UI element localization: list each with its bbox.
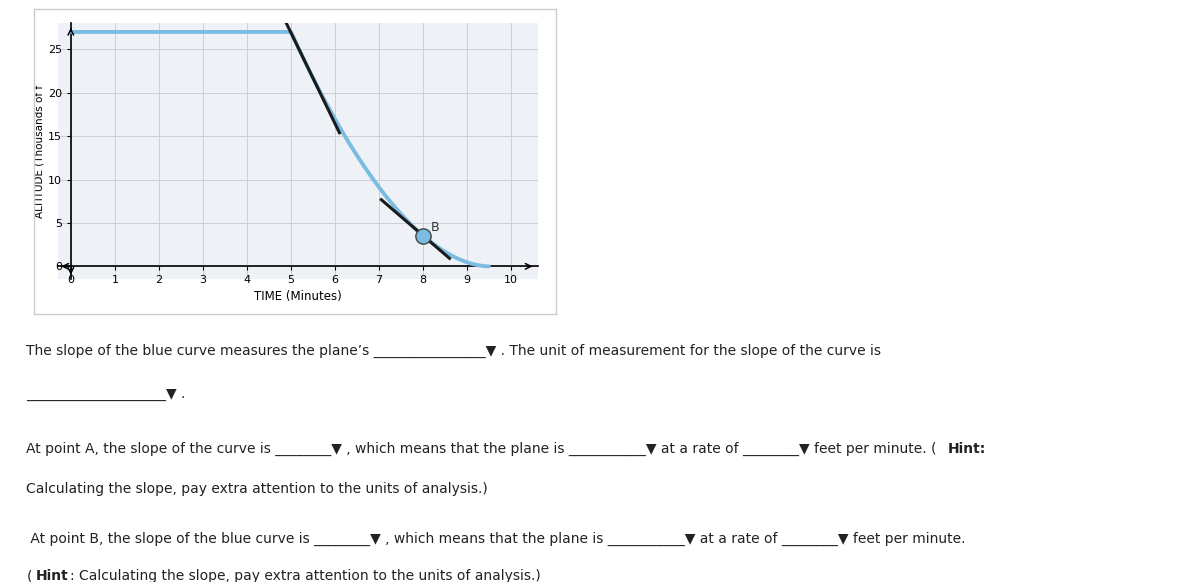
Y-axis label: ALTITUDE (Thousands of f: ALTITUDE (Thousands of f (35, 85, 44, 218)
Text: B: B (431, 221, 439, 235)
Text: At point B, the slope of the blue curve is ________▼ , which means that the plan: At point B, the slope of the blue curve … (26, 532, 966, 546)
Text: Calculating the slope, pay extra attention to the units of analysis.): Calculating the slope, pay extra attenti… (26, 482, 488, 496)
Text: At point A, the slope of the curve is ________▼ , which means that the plane is : At point A, the slope of the curve is __… (26, 442, 937, 456)
X-axis label: TIME (Minutes): TIME (Minutes) (253, 289, 342, 303)
Text: The slope of the blue curve measures the plane’s ________________▼ . The unit of: The slope of the blue curve measures the… (26, 345, 881, 359)
Text: ____________________▼ .: ____________________▼ . (26, 387, 186, 401)
Text: Hint: Hint (36, 569, 68, 582)
Text: (: ( (26, 569, 32, 582)
Text: : Calculating the slope, pay extra attention to the units of analysis.): : Calculating the slope, pay extra atten… (70, 569, 540, 582)
Text: Hint:: Hint: (948, 442, 986, 456)
